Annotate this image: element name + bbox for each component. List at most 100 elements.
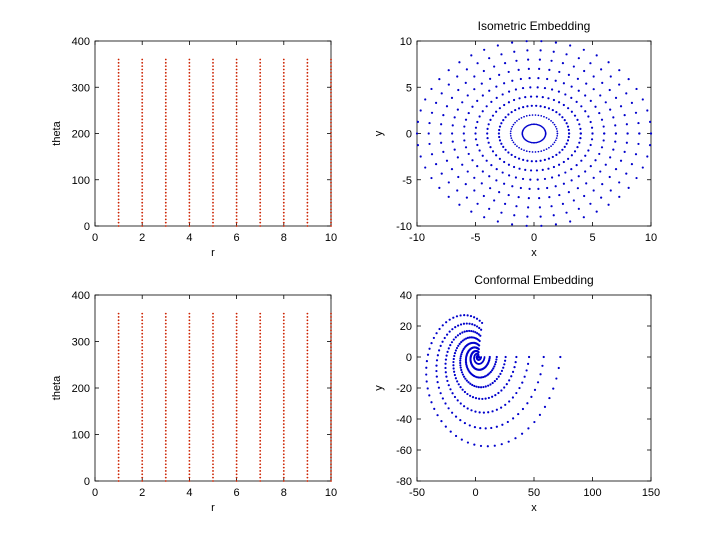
data-point — [188, 399, 191, 402]
data-point — [467, 381, 470, 384]
data-point — [439, 392, 442, 395]
data-point — [188, 188, 191, 191]
data-point — [212, 352, 214, 355]
data-point — [538, 124, 540, 126]
data-point — [188, 376, 191, 379]
data-point — [454, 349, 458, 352]
data-point — [235, 476, 238, 479]
data-point — [481, 321, 484, 325]
data-point — [235, 115, 238, 118]
data-point — [282, 416, 285, 419]
data-point — [552, 50, 555, 53]
data-point — [542, 355, 545, 359]
data-point — [235, 346, 238, 348]
data-point — [513, 50, 516, 53]
data-point — [547, 107, 551, 110]
data-point — [235, 419, 238, 422]
data-point — [456, 189, 459, 192]
data-point — [330, 396, 332, 399]
data-point — [306, 403, 309, 405]
data-point — [461, 373, 465, 376]
data-point — [259, 138, 262, 141]
data-point — [235, 319, 238, 322]
data-point — [520, 148, 523, 150]
data-point — [141, 470, 144, 472]
data-point — [212, 155, 214, 157]
data-point — [306, 439, 309, 442]
data-point — [259, 135, 262, 137]
data-point — [501, 93, 504, 96]
data-point — [528, 124, 530, 126]
data-point — [577, 89, 580, 92]
data-point — [235, 168, 238, 171]
data-point — [507, 193, 510, 197]
data-point — [559, 355, 562, 359]
data-point — [558, 193, 561, 197]
data-point — [604, 101, 607, 104]
data-point — [510, 111, 513, 114]
data-point — [592, 88, 595, 91]
data-point — [141, 423, 144, 425]
data-point — [575, 164, 578, 167]
data-point — [259, 128, 262, 131]
data-point — [306, 65, 309, 68]
data-point — [482, 411, 485, 414]
data-point — [520, 432, 524, 435]
data-point — [117, 399, 120, 402]
data-point — [188, 78, 191, 81]
data-point — [522, 106, 525, 109]
data-point — [117, 91, 120, 94]
data-point — [188, 460, 191, 462]
data-point — [500, 122, 503, 125]
data-point — [306, 339, 309, 342]
data-point — [502, 119, 505, 122]
data-point — [306, 383, 309, 385]
data-point — [212, 121, 214, 124]
data-point — [282, 426, 285, 429]
data-point — [594, 105, 597, 108]
data-point — [448, 330, 451, 333]
data-point — [164, 171, 167, 174]
data-point — [282, 98, 285, 101]
data-point — [462, 405, 466, 408]
data-point — [503, 160, 506, 164]
data-point — [567, 157, 570, 160]
data-point — [306, 161, 309, 164]
data-point — [188, 75, 191, 78]
data-point — [432, 336, 435, 340]
data-point — [212, 359, 214, 362]
data-point — [306, 429, 309, 432]
data-point — [212, 316, 214, 318]
data-point — [500, 142, 503, 145]
data-point — [515, 355, 518, 359]
data-point — [471, 383, 474, 387]
data-point — [282, 352, 285, 355]
data-point — [141, 393, 144, 395]
data-point — [502, 145, 505, 148]
data-point — [164, 383, 167, 385]
data-point — [164, 386, 167, 389]
data-point — [117, 81, 120, 84]
data-point — [598, 152, 601, 156]
x-axis-label: r — [211, 502, 215, 514]
data-point — [438, 327, 441, 331]
data-point — [555, 137, 558, 139]
data-point — [526, 159, 529, 162]
data-point — [477, 354, 480, 357]
data-point — [188, 131, 191, 134]
data-point — [306, 426, 309, 429]
y-axis-label: theta — [51, 120, 63, 145]
data-point — [562, 103, 565, 107]
data-point — [579, 127, 582, 130]
data-point — [330, 429, 332, 432]
data-point — [558, 70, 561, 74]
data-point — [330, 58, 332, 61]
data-point — [470, 210, 473, 213]
data-point — [259, 205, 262, 207]
data-point — [259, 115, 262, 118]
data-point — [441, 340, 444, 343]
data-point — [282, 386, 285, 389]
data-point — [547, 97, 550, 100]
data-point — [557, 366, 560, 370]
data-point — [188, 346, 191, 348]
